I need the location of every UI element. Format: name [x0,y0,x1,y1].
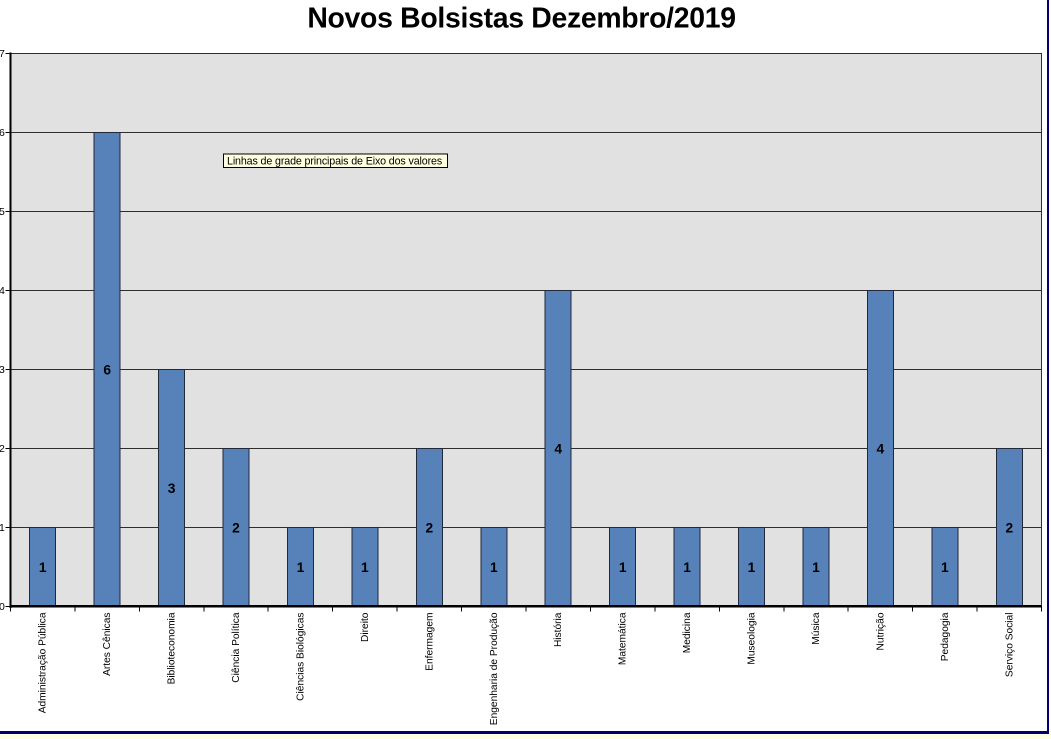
svg-text:1: 1 [619,560,627,575]
svg-text:6: 6 [103,362,111,377]
svg-text:Novos Bolsistas Dezembro/2019: Novos Bolsistas Dezembro/2019 [307,2,735,34]
svg-text:3: 3 [0,364,5,376]
svg-text:Enfermagem: Enfermagem [424,613,435,671]
svg-text:Nutrição: Nutrição [875,612,886,650]
svg-text:1: 1 [812,560,820,575]
svg-text:0: 0 [0,601,5,613]
svg-text:Ciência Política: Ciência Política [231,612,242,683]
svg-text:Música: Música [811,612,822,645]
svg-text:Administração Pública: Administração Pública [38,612,49,713]
svg-text:Serviço Social: Serviço Social [1004,613,1015,678]
svg-text:1: 1 [0,522,5,534]
svg-text:Linhas de grade principais de: Linhas de grade principais de Eixo dos v… [227,155,442,167]
svg-text:Biblioteconomia: Biblioteconomia [167,612,178,684]
svg-text:1: 1 [748,560,756,575]
svg-text:6: 6 [0,127,5,139]
svg-text:5: 5 [0,206,5,218]
svg-text:Museologia: Museologia [747,612,758,664]
svg-text:1: 1 [490,560,498,575]
svg-text:2: 2 [1005,520,1013,535]
svg-text:Direito: Direito [360,612,371,642]
svg-text:1: 1 [941,560,949,575]
svg-text:4: 4 [0,285,5,297]
svg-text:Ciências Biológicas: Ciências Biológicas [296,613,307,701]
svg-text:Matemática: Matemática [618,612,629,665]
svg-text:3: 3 [168,481,176,496]
svg-text:Artes Cênicas: Artes Cênicas [102,613,113,676]
svg-text:1: 1 [361,560,369,575]
svg-text:1: 1 [683,560,691,575]
svg-text:Pedagogia: Pedagogia [940,612,951,661]
svg-text:2: 2 [232,520,240,535]
svg-text:1: 1 [39,560,47,575]
svg-text:Medicina: Medicina [682,612,693,653]
svg-text:4: 4 [877,441,885,456]
svg-text:1: 1 [297,560,305,575]
svg-text:História: História [553,612,564,647]
svg-text:2: 2 [0,443,5,455]
svg-text:2: 2 [425,520,433,535]
svg-text:Engenharia de Produção: Engenharia de Produção [489,612,500,725]
svg-text:4: 4 [554,441,562,456]
svg-text:7: 7 [0,48,5,60]
